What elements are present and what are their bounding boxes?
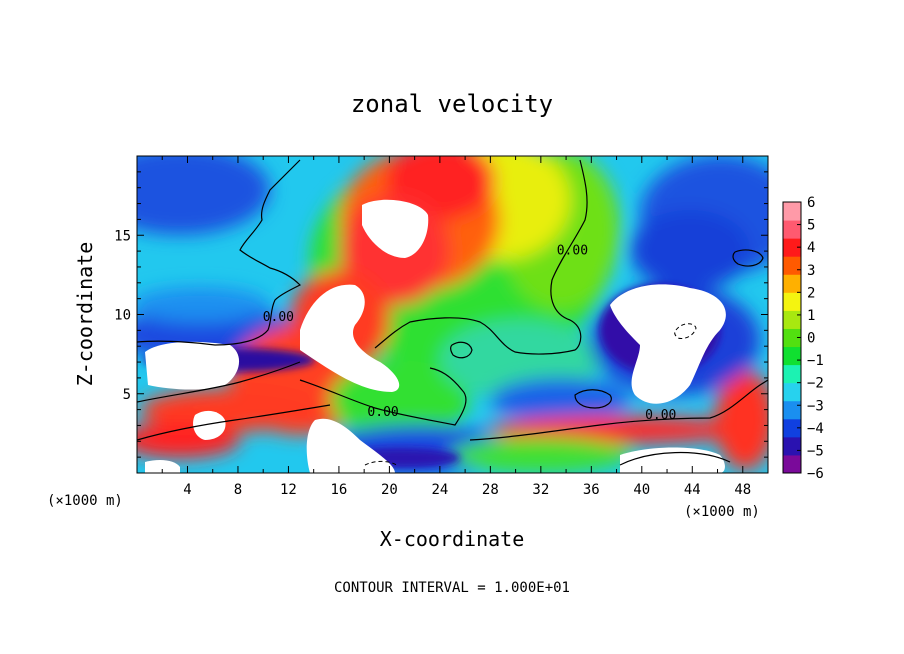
x-tick-label: 4	[183, 482, 191, 498]
colorbar-tick-label: −4	[807, 421, 824, 437]
colorbar-tick-label: −6	[807, 466, 824, 482]
velocity-field: 0.00 0.00 0.00 0.00	[137, 156, 768, 473]
x-axis-label: X-coordinate	[380, 527, 525, 551]
colorbar-swatch	[783, 256, 801, 275]
x-tick-label: 28	[482, 482, 499, 498]
x-tick-label: 44	[684, 482, 701, 498]
colorbar-tick-label: 3	[807, 263, 815, 279]
colorbar-tick-label: −3	[807, 398, 824, 414]
colorbar-swatch	[783, 364, 801, 384]
y-axis-ticks: 5 10 15	[114, 171, 768, 458]
x-unit-left: (×1000 m)	[47, 493, 123, 509]
x-tick-label: 32	[532, 482, 549, 498]
contour-label: 0.00	[557, 243, 588, 258]
colorbar-swatch	[783, 454, 801, 474]
colorbar: 6 5 4 3 2 1 0 −1 −2 −3 −4 −5 −6	[782, 195, 824, 482]
colorbar-tick-label: 5	[807, 218, 815, 234]
contour-label: 0.00	[645, 408, 676, 423]
x-tick-label: 24	[431, 482, 448, 498]
y-axis-label: Z-coordinate	[73, 242, 97, 387]
contour-label: 0.00	[367, 405, 398, 420]
colorbar-tick-label: 0	[807, 331, 815, 347]
colorbar-tick-label: 6	[807, 195, 815, 211]
colorbar-swatch	[783, 328, 801, 348]
x-tick-label: 16	[330, 482, 347, 498]
chart-title: zonal velocity	[351, 90, 553, 118]
colorbar-swatch	[783, 436, 801, 456]
colorbar-swatch	[783, 274, 801, 293]
x-tick-label: 12	[280, 482, 297, 498]
x-axis-ticks: 4 8 12 16 20 24 28 32 36 40 44 48	[161, 156, 751, 498]
y-tick-label: 15	[114, 228, 131, 244]
x-tick-label: 20	[381, 482, 398, 498]
colorbar-swatch	[783, 238, 801, 257]
y-tick-label: 10	[114, 308, 131, 324]
colorbar-swatch	[783, 292, 801, 311]
x-tick-label: 8	[234, 482, 242, 498]
x-tick-label: 48	[734, 482, 751, 498]
colorbar-swatch	[783, 310, 801, 329]
colorbar-swatch	[783, 346, 801, 366]
colorbar-tick-label: 2	[807, 285, 815, 301]
y-tick-label: 5	[123, 387, 131, 403]
colorbar-swatch	[783, 202, 801, 221]
colorbar-swatch	[783, 220, 801, 239]
colorbar-swatch	[783, 418, 801, 438]
contour-interval-note: CONTOUR INTERVAL = 1.000E+01	[334, 580, 570, 596]
x-unit-right: (×1000 m)	[684, 504, 760, 520]
colorbar-tick-label: 4	[807, 240, 815, 256]
colorbar-tick-label: −5	[807, 443, 824, 459]
colorbar-tick-label: 1	[807, 308, 815, 324]
colorbar-swatch	[783, 400, 801, 420]
contour-label: 0.00	[263, 310, 294, 325]
colorbar-swatch	[783, 382, 801, 402]
x-tick-label: 36	[583, 482, 600, 498]
colorbar-tick-label: −1	[807, 353, 824, 369]
colorbar-tick-label: −2	[807, 376, 824, 392]
x-tick-label: 40	[633, 482, 650, 498]
